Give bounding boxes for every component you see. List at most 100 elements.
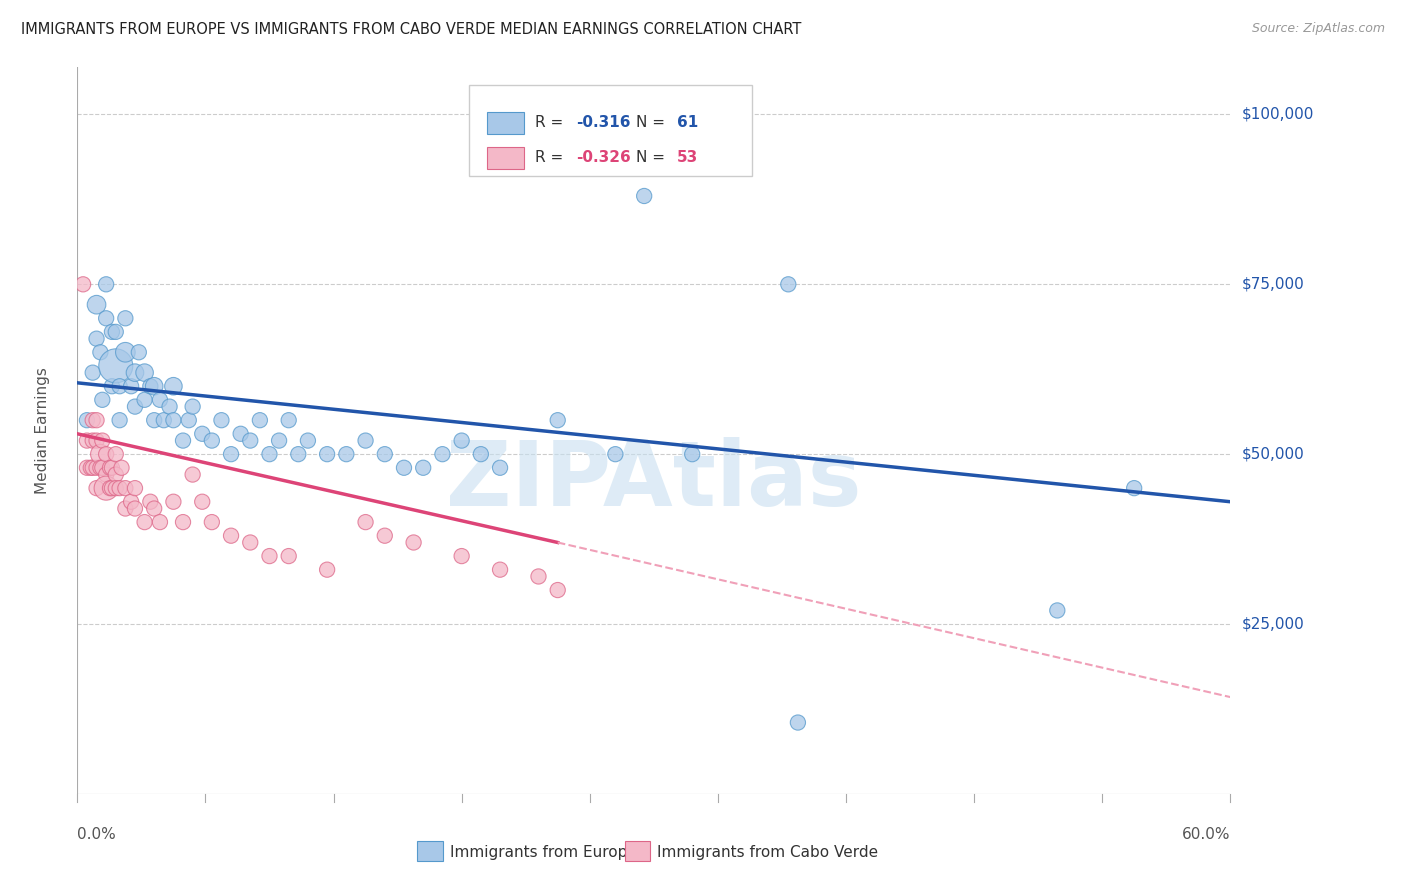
Point (124, 400, 146, 414)
Point (267, 434, 291, 448)
Point (101, 481, 124, 495)
Point (91, 460, 114, 475)
Point (470, 447, 492, 461)
Text: -0.316: -0.316 (576, 115, 631, 130)
Point (86, 413, 108, 427)
FancyBboxPatch shape (470, 85, 752, 176)
Text: N =: N = (637, 115, 671, 130)
Point (82, 366, 104, 380)
Point (1123, 481, 1146, 495)
Point (120, 379, 142, 393)
Point (201, 515, 224, 529)
FancyBboxPatch shape (486, 112, 523, 134)
Text: -0.326: -0.326 (576, 150, 631, 165)
Point (191, 494, 214, 508)
Point (547, 413, 569, 427)
Point (162, 379, 184, 393)
Point (82, 413, 104, 427)
Point (96, 447, 117, 461)
Point (134, 515, 156, 529)
Point (316, 447, 339, 461)
Point (287, 447, 309, 461)
Point (114, 311, 136, 326)
Point (239, 535, 262, 549)
Point (72, 277, 94, 292)
Point (124, 481, 146, 495)
Point (633, 189, 655, 203)
Text: N =: N = (637, 150, 671, 165)
Point (392, 460, 415, 475)
Point (402, 535, 425, 549)
Point (605, 447, 627, 461)
Point (86, 434, 108, 448)
Point (177, 413, 200, 427)
Text: ZIPAtlas: ZIPAtlas (446, 437, 862, 525)
Point (86, 298, 108, 312)
Point (191, 426, 214, 441)
FancyBboxPatch shape (486, 147, 523, 169)
Text: 60.0%: 60.0% (1182, 827, 1230, 841)
Point (787, 715, 810, 730)
Point (374, 447, 396, 461)
Point (104, 467, 127, 482)
Point (89, 447, 111, 461)
Point (219, 529, 242, 543)
Point (91, 392, 114, 407)
Point (211, 413, 233, 427)
Point (89, 345, 111, 359)
Point (450, 434, 472, 448)
Point (124, 366, 146, 380)
FancyBboxPatch shape (626, 841, 651, 862)
Point (181, 400, 204, 414)
Point (101, 325, 124, 339)
FancyBboxPatch shape (418, 841, 443, 862)
Point (98, 460, 121, 475)
Point (143, 413, 166, 427)
Point (354, 434, 377, 448)
Point (450, 549, 472, 563)
Point (96, 467, 117, 482)
Text: $100,000: $100,000 (1241, 107, 1313, 122)
Point (104, 325, 127, 339)
Point (139, 494, 162, 508)
Point (143, 501, 166, 516)
Point (101, 460, 124, 475)
Point (108, 413, 131, 427)
Point (96, 277, 117, 292)
Point (374, 529, 396, 543)
Point (86, 460, 108, 475)
Point (82, 434, 104, 448)
Point (229, 426, 252, 441)
Point (86, 332, 108, 346)
Text: 0.0%: 0.0% (77, 827, 117, 841)
Point (149, 515, 172, 529)
Point (316, 563, 339, 577)
Text: $50,000: $50,000 (1241, 447, 1305, 462)
Point (104, 359, 127, 373)
Point (778, 277, 800, 292)
Text: Source: ZipAtlas.com: Source: ZipAtlas.com (1251, 22, 1385, 36)
Point (120, 494, 142, 508)
Text: Immigrants from Cabo Verde: Immigrants from Cabo Verde (657, 845, 879, 860)
Text: 53: 53 (676, 150, 699, 165)
Point (80, 460, 103, 475)
Point (432, 447, 454, 461)
Point (143, 379, 166, 393)
Point (98, 481, 121, 495)
Point (89, 460, 111, 475)
Point (76, 413, 98, 427)
Point (114, 501, 136, 516)
Point (259, 549, 281, 563)
Point (76, 460, 98, 475)
Text: 61: 61 (676, 115, 699, 130)
Point (86, 481, 108, 495)
Point (354, 515, 377, 529)
Text: R =: R = (536, 115, 568, 130)
Point (201, 434, 224, 448)
Point (114, 481, 136, 495)
Point (82, 460, 104, 475)
Point (335, 447, 357, 461)
Point (181, 467, 204, 482)
Point (547, 582, 569, 597)
Point (172, 434, 194, 448)
